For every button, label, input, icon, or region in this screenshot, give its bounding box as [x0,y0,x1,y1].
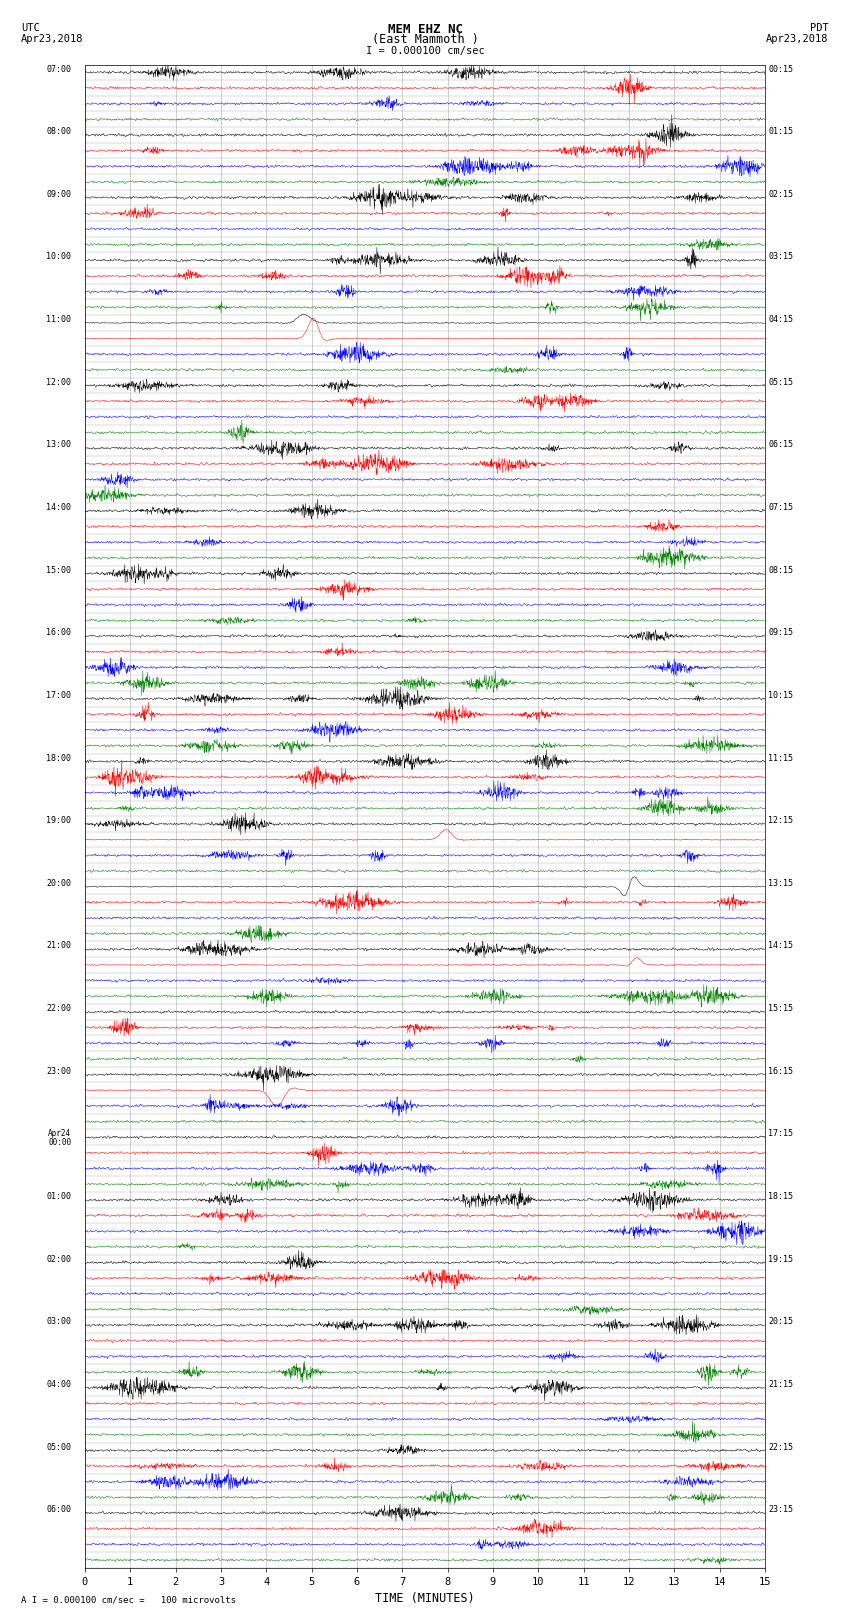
Text: 12:00: 12:00 [47,377,71,387]
Text: Apr24: Apr24 [48,1129,71,1139]
Text: 14:15: 14:15 [768,942,793,950]
Text: 08:15: 08:15 [768,566,793,574]
Text: 09:15: 09:15 [768,629,793,637]
Text: 22:15: 22:15 [768,1442,793,1452]
Text: 04:00: 04:00 [47,1379,71,1389]
Text: 19:15: 19:15 [768,1255,793,1263]
Text: 00:15: 00:15 [768,65,793,74]
Text: 18:15: 18:15 [768,1192,793,1202]
Text: 09:00: 09:00 [47,190,71,198]
Text: 22:00: 22:00 [47,1003,71,1013]
Text: 16:00: 16:00 [47,629,71,637]
Text: PDT: PDT [810,23,829,32]
Text: (East Mammoth ): (East Mammoth ) [371,32,479,45]
Text: 21:00: 21:00 [47,942,71,950]
Text: 17:00: 17:00 [47,690,71,700]
Text: 03:00: 03:00 [47,1318,71,1326]
Text: 10:00: 10:00 [47,253,71,261]
Text: 07:00: 07:00 [47,65,71,74]
Text: 16:15: 16:15 [768,1066,793,1076]
Text: 05:00: 05:00 [47,1442,71,1452]
Text: 06:00: 06:00 [47,1505,71,1515]
Text: 02:00: 02:00 [47,1255,71,1263]
Text: 01:15: 01:15 [768,127,793,135]
Text: 05:15: 05:15 [768,377,793,387]
Text: 12:15: 12:15 [768,816,793,826]
Text: 20:15: 20:15 [768,1318,793,1326]
Text: 20:00: 20:00 [47,879,71,887]
Text: 00:00: 00:00 [48,1139,71,1147]
Text: 01:00: 01:00 [47,1192,71,1202]
Text: 07:15: 07:15 [768,503,793,511]
X-axis label: TIME (MINUTES): TIME (MINUTES) [375,1592,475,1605]
Text: 08:00: 08:00 [47,127,71,135]
Text: 23:00: 23:00 [47,1066,71,1076]
Text: 14:00: 14:00 [47,503,71,511]
Text: 18:00: 18:00 [47,753,71,763]
Text: Apr23,2018: Apr23,2018 [766,34,829,44]
Text: 19:00: 19:00 [47,816,71,826]
Text: 13:15: 13:15 [768,879,793,887]
Text: 11:00: 11:00 [47,315,71,324]
Text: 04:15: 04:15 [768,315,793,324]
Text: 13:00: 13:00 [47,440,71,450]
Text: 21:15: 21:15 [768,1379,793,1389]
Text: A I = 0.000100 cm/sec =   100 microvolts: A I = 0.000100 cm/sec = 100 microvolts [21,1595,236,1605]
Text: 10:15: 10:15 [768,690,793,700]
Text: 06:15: 06:15 [768,440,793,450]
Text: 15:15: 15:15 [768,1003,793,1013]
Text: UTC: UTC [21,23,40,32]
Text: 03:15: 03:15 [768,253,793,261]
Text: I = 0.000100 cm/sec: I = 0.000100 cm/sec [366,45,484,56]
Text: MEM EHZ NC: MEM EHZ NC [388,23,462,37]
Text: 02:15: 02:15 [768,190,793,198]
Text: 17:15: 17:15 [768,1129,793,1139]
Text: Apr23,2018: Apr23,2018 [21,34,84,44]
Text: 11:15: 11:15 [768,753,793,763]
Text: 23:15: 23:15 [768,1505,793,1515]
Text: 15:00: 15:00 [47,566,71,574]
